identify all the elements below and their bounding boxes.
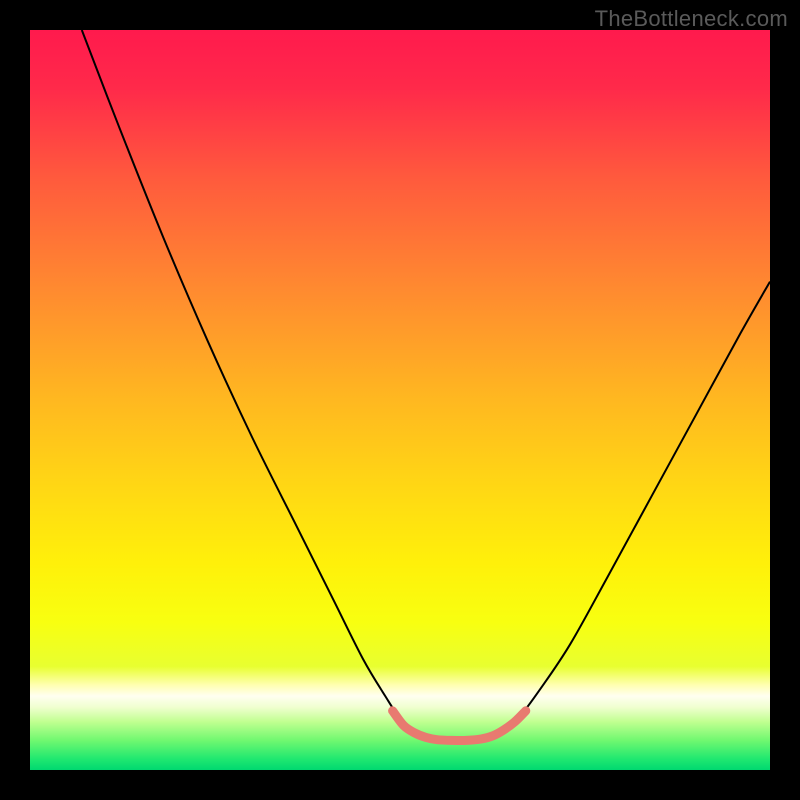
chart-frame: TheBottleneck.com (0, 0, 800, 800)
gradient-background (30, 30, 770, 770)
plot-area (30, 30, 770, 770)
watermark-text: TheBottleneck.com (595, 6, 788, 32)
bottleneck-curve-svg (30, 30, 770, 770)
